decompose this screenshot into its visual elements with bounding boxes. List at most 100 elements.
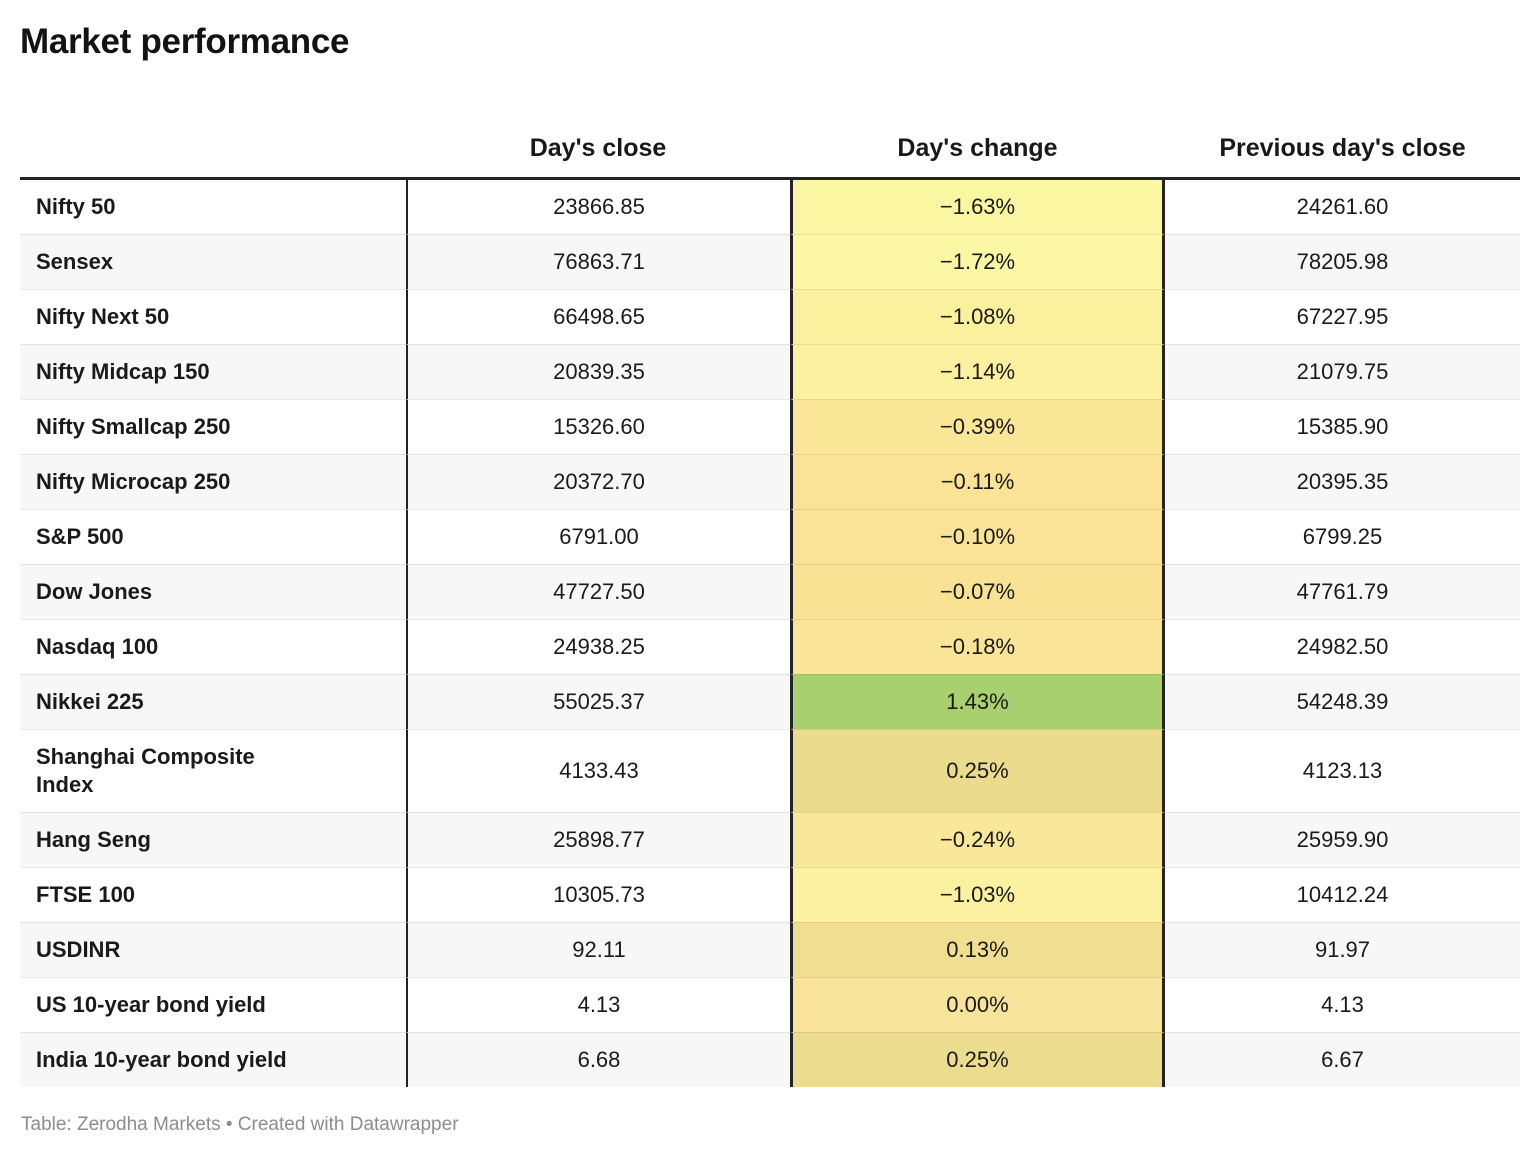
close-value: 10305.73 <box>406 867 790 922</box>
change-value: −0.39% <box>939 414 1016 439</box>
close-value: 20839.35 <box>406 344 790 399</box>
header-cell-previous-close: Previous day's close <box>1219 134 1466 162</box>
change-value: −1.72% <box>939 249 1016 274</box>
table-row: FTSE 100 10305.73 −1.03% 10412.24 <box>20 867 1520 922</box>
close-value: 6791.00 <box>406 509 790 564</box>
prev-value: 47761.79 <box>1165 564 1520 619</box>
table-row: USDINR 92.11 0.13% 91.97 <box>20 922 1520 977</box>
table-row: S&P 500 6791.00 −0.10% 6799.25 <box>20 509 1520 564</box>
change-value: 0.13% <box>946 937 1009 962</box>
close-value: 24938.25 <box>406 619 790 674</box>
close-value: 66498.65 <box>406 289 790 344</box>
change-cell: 0.13% <box>790 922 1165 977</box>
row-label: USDINR <box>20 922 406 977</box>
change-value: −1.03% <box>939 882 1016 907</box>
change-value: 0.00% <box>946 992 1009 1017</box>
change-value: 0.25% <box>946 1047 1009 1072</box>
row-label: Nifty Midcap 150 <box>20 344 406 399</box>
prev-value: 6799.25 <box>1165 509 1520 564</box>
table-row: Nifty Smallcap 250 15326.60 −0.39% 15385… <box>20 399 1520 454</box>
header-cell-days-close: Day's close <box>529 134 667 162</box>
table-row: Nifty Midcap 150 20839.35 −1.14% 21079.7… <box>20 344 1520 399</box>
row-label: Nifty Next 50 <box>20 289 406 344</box>
change-cell: 1.43% <box>790 674 1165 729</box>
change-value: −0.07% <box>939 579 1016 604</box>
row-label: FTSE 100 <box>20 867 406 922</box>
header-cell-label <box>20 98 406 177</box>
prev-value: 91.97 <box>1165 922 1520 977</box>
row-label: Nifty 50 <box>20 180 406 234</box>
prev-value: 20395.35 <box>1165 454 1520 509</box>
change-cell: −0.18% <box>790 619 1165 674</box>
row-label: Nikkei 225 <box>20 674 406 729</box>
change-value: −0.18% <box>939 634 1016 659</box>
prev-value: 21079.75 <box>1165 344 1520 399</box>
change-cell: −1.03% <box>790 867 1165 922</box>
row-label: Hang Seng <box>20 812 406 867</box>
close-value: 23866.85 <box>406 180 790 234</box>
row-label: Nifty Smallcap 250 <box>20 399 406 454</box>
prev-value: 15385.90 <box>1165 399 1520 454</box>
page-title: Market performance <box>20 22 350 61</box>
prev-value: 54248.39 <box>1165 674 1520 729</box>
prev-value: 24261.60 <box>1165 180 1520 234</box>
change-cell: −1.14% <box>790 344 1165 399</box>
change-cell: 0.25% <box>790 1032 1165 1087</box>
close-value: 25898.77 <box>406 812 790 867</box>
table-row: Nasdaq 100 24938.25 −0.18% 24982.50 <box>20 619 1520 674</box>
market-table: Day's close Day's change Previous day's … <box>20 98 1520 1087</box>
row-label: Dow Jones <box>20 564 406 619</box>
change-value: −0.11% <box>940 469 1015 494</box>
prev-value: 4123.13 <box>1165 729 1520 812</box>
change-cell: −0.11% <box>790 454 1165 509</box>
change-cell: −1.63% <box>790 180 1165 234</box>
prev-value: 6.67 <box>1165 1032 1520 1087</box>
prev-value: 24982.50 <box>1165 619 1520 674</box>
prev-value: 78205.98 <box>1165 234 1520 289</box>
row-label: Sensex <box>20 234 406 289</box>
prev-value: 67227.95 <box>1165 289 1520 344</box>
row-label: Nasdaq 100 <box>20 619 406 674</box>
close-value: 55025.37 <box>406 674 790 729</box>
change-value: −0.24% <box>939 827 1016 852</box>
change-cell: −1.72% <box>790 234 1165 289</box>
change-value: 1.43% <box>946 689 1009 714</box>
row-label: Shanghai Composite Index <box>20 729 406 812</box>
close-value: 76863.71 <box>406 234 790 289</box>
change-cell: −0.10% <box>790 509 1165 564</box>
close-value: 4.13 <box>406 977 790 1032</box>
change-cell: 0.00% <box>790 977 1165 1032</box>
table-row: Nifty 50 23866.85 −1.63% 24261.60 <box>20 180 1520 234</box>
change-cell: −1.08% <box>790 289 1165 344</box>
prev-value: 25959.90 <box>1165 812 1520 867</box>
change-value: −1.63% <box>939 194 1016 219</box>
row-label: India 10-year bond yield <box>20 1032 406 1087</box>
table-row: Nifty Microcap 250 20372.70 −0.11% 20395… <box>20 454 1520 509</box>
change-value: 0.25% <box>946 758 1009 783</box>
table-row: Nifty Next 50 66498.65 −1.08% 67227.95 <box>20 289 1520 344</box>
header-cell-days-change: Day's change <box>897 134 1058 162</box>
table-body: Nifty 50 23866.85 −1.63% 24261.60 Sensex… <box>20 180 1520 1087</box>
change-value: −1.08% <box>939 304 1016 329</box>
change-value: −1.14% <box>939 359 1016 384</box>
row-label: Nifty Microcap 250 <box>20 454 406 509</box>
change-cell: −0.24% <box>790 812 1165 867</box>
table-header-row: Day's close Day's change Previous day's … <box>20 98 1520 180</box>
table-row: Shanghai Composite Index 4133.43 0.25% 4… <box>20 729 1520 812</box>
row-label: S&P 500 <box>20 509 406 564</box>
table-row: Sensex 76863.71 −1.72% 78205.98 <box>20 234 1520 289</box>
table-row: Dow Jones 47727.50 −0.07% 47761.79 <box>20 564 1520 619</box>
change-cell: −0.07% <box>790 564 1165 619</box>
close-value: 47727.50 <box>406 564 790 619</box>
change-cell: −0.39% <box>790 399 1165 454</box>
close-value: 92.11 <box>406 922 790 977</box>
close-value: 20372.70 <box>406 454 790 509</box>
row-label: US 10-year bond yield <box>20 977 406 1032</box>
close-value: 4133.43 <box>406 729 790 812</box>
close-value: 15326.60 <box>406 399 790 454</box>
prev-value: 4.13 <box>1165 977 1520 1032</box>
attribution-footer: Table: Zerodha Markets • Created with Da… <box>21 1114 459 1135</box>
close-value: 6.68 <box>406 1032 790 1087</box>
prev-value: 10412.24 <box>1165 867 1520 922</box>
